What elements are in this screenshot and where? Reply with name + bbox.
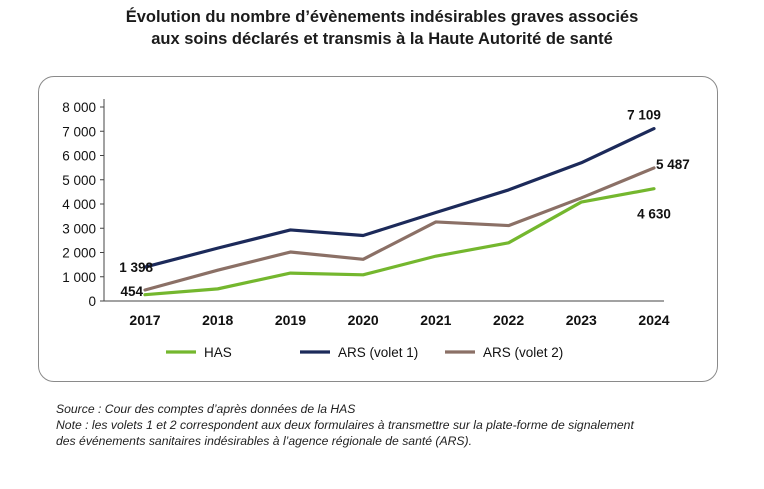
y-tick-label: 7 000 <box>62 124 96 139</box>
y-tick-label: 8 000 <box>62 100 96 115</box>
chart-title-line-2: aux soins déclarés et transmis à la Haut… <box>151 30 613 48</box>
y-tick-label: 6 000 <box>62 149 96 164</box>
x-tick-label: 2023 <box>566 312 597 328</box>
y-tick-label: 2 000 <box>62 246 96 261</box>
x-tick-label: 2019 <box>275 312 306 328</box>
data-label: 7 109 <box>627 108 661 123</box>
legend-label: HAS <box>204 345 232 360</box>
y-tick-label: 3 000 <box>62 221 96 236</box>
chart-footer: Source : Cour des comptes d’après donnée… <box>56 401 756 449</box>
y-tick-label: 5 000 <box>62 173 96 188</box>
x-tick-label: 2017 <box>129 312 160 328</box>
y-tick-label: 4 000 <box>62 197 96 212</box>
chart-title: Évolution du nombre d’évènements indésir… <box>0 6 764 50</box>
data-label: 4 630 <box>637 207 671 222</box>
x-tick-label: 2020 <box>348 312 379 328</box>
y-tick-label: 0 <box>88 294 96 309</box>
data-label: 5 487 <box>656 157 690 172</box>
y-tick-label: 1 000 <box>62 270 96 285</box>
x-tick-label: 2022 <box>493 312 524 328</box>
data-label: 454 <box>120 284 143 299</box>
source-note: Source : Cour des comptes d’après donnée… <box>56 402 356 416</box>
note-line-1: Note : les volets 1 et 2 correspondent a… <box>56 418 634 432</box>
x-tick-label: 2018 <box>202 312 233 328</box>
note-line-2: des événements sanitaires indésirables à… <box>56 434 472 448</box>
x-tick-label: 2021 <box>420 312 451 328</box>
chart-title-line-1: Évolution du nombre d’évènements indésir… <box>125 8 639 26</box>
legend-label: ARS (volet 1) <box>338 345 418 360</box>
data-label: 1 398 <box>119 260 153 275</box>
x-tick-label: 2024 <box>638 312 669 328</box>
series-line-ars-volet-1 <box>143 127 656 269</box>
series-line-ars-volet-2 <box>143 166 656 292</box>
chart-panel <box>38 76 718 382</box>
series-line-has <box>143 187 656 297</box>
legend-label: ARS (volet 2) <box>483 345 563 360</box>
